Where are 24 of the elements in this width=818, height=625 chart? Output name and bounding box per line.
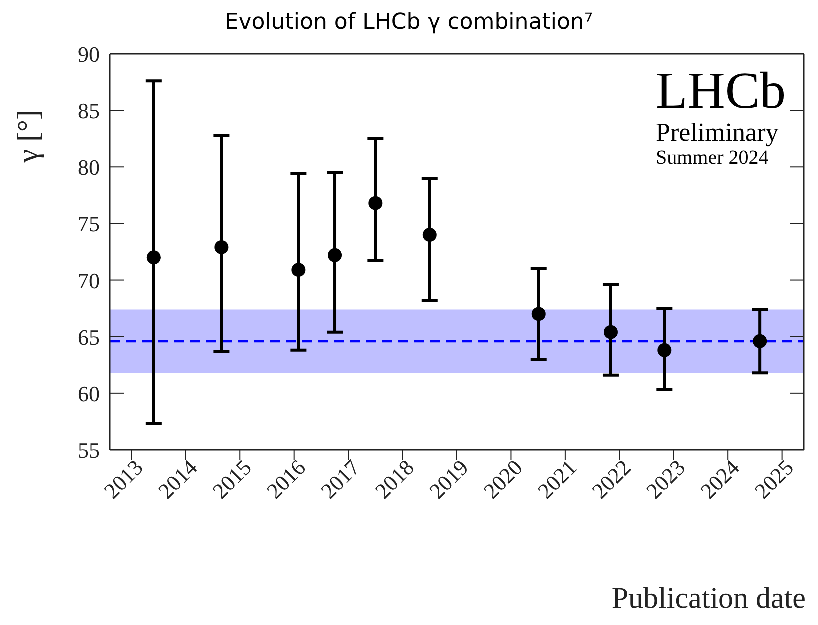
y-tick-label: 75 xyxy=(78,212,100,237)
y-tick-label: 60 xyxy=(78,381,100,406)
y-tick-label: 90 xyxy=(78,42,100,67)
point xyxy=(368,196,383,210)
point xyxy=(604,325,618,340)
point xyxy=(532,307,546,322)
y-axis-title: γ [°] xyxy=(12,110,46,163)
point xyxy=(753,334,768,348)
x-axis-title: Publication date xyxy=(612,582,806,616)
y-tick-label: 85 xyxy=(78,98,100,124)
y-tick-label: 55 xyxy=(78,438,100,463)
annotation: Summer 2024 xyxy=(656,147,770,169)
point xyxy=(214,240,229,254)
y-tick-label: 70 xyxy=(78,268,100,294)
point xyxy=(328,248,342,262)
annotation: Preliminary xyxy=(656,118,780,147)
point xyxy=(292,263,306,278)
point xyxy=(658,343,672,358)
annotation: LHCb xyxy=(656,63,786,120)
point xyxy=(422,228,437,242)
chart-title: Evolution of LHCb γ combination⁷ xyxy=(224,10,594,35)
y-tick-label: 65 xyxy=(78,324,100,350)
point xyxy=(146,250,161,265)
y-tick-label: 80 xyxy=(78,155,100,180)
